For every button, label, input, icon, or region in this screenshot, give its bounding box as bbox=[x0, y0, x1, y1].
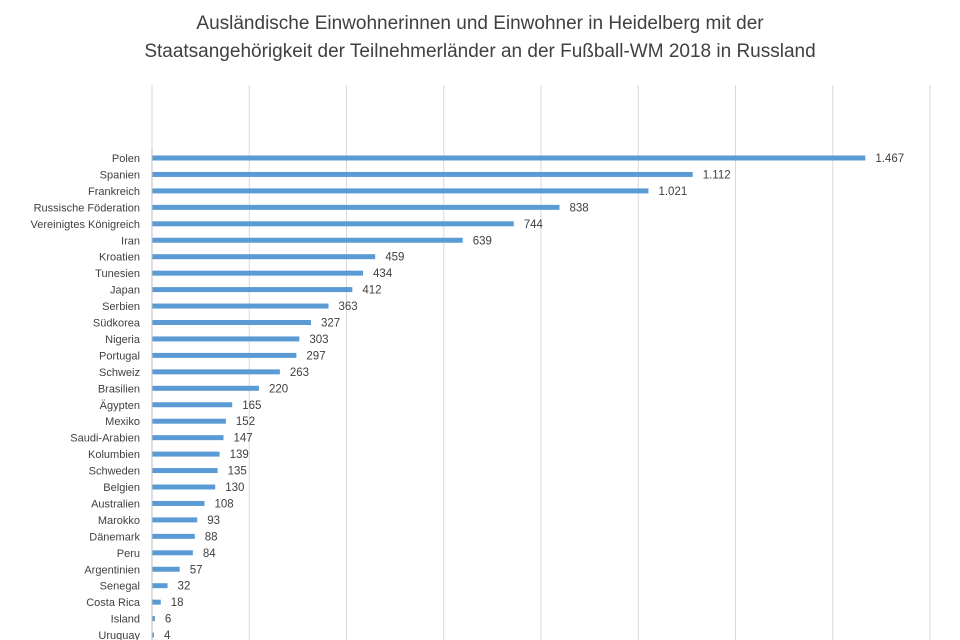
data-label: 84 bbox=[203, 548, 216, 560]
category-label: Polen bbox=[112, 153, 140, 165]
category-label: Mexiko bbox=[105, 416, 140, 428]
category-label: Brasilien bbox=[98, 383, 140, 395]
bar bbox=[152, 583, 168, 589]
bar bbox=[152, 468, 218, 474]
bar bbox=[152, 254, 376, 260]
bar bbox=[152, 155, 866, 161]
data-label: 139 bbox=[230, 449, 249, 461]
data-label: 412 bbox=[362, 285, 381, 297]
bar bbox=[152, 550, 193, 556]
data-label: 639 bbox=[473, 235, 492, 247]
category-label: Peru bbox=[117, 548, 140, 560]
category-label: Australien bbox=[91, 498, 140, 510]
category-label: Südkorea bbox=[93, 318, 141, 330]
category-label: Ägypten bbox=[100, 400, 140, 412]
data-label: 434 bbox=[373, 268, 393, 280]
category-label: Marokko bbox=[98, 515, 140, 527]
data-label: 838 bbox=[569, 202, 588, 214]
data-label: 220 bbox=[269, 383, 288, 395]
category-label: Costa Rica bbox=[86, 597, 141, 609]
category-label: Spanien bbox=[100, 169, 140, 181]
bar bbox=[152, 221, 514, 227]
data-label: 18 bbox=[171, 597, 184, 609]
category-label: Frankreich bbox=[88, 186, 140, 198]
data-label: 135 bbox=[228, 466, 247, 478]
category-label: Belgien bbox=[103, 482, 140, 494]
bar bbox=[152, 336, 300, 342]
data-label: 263 bbox=[290, 367, 309, 379]
category-label: Schweiz bbox=[99, 367, 140, 379]
data-label: 1.467 bbox=[875, 153, 904, 165]
bar bbox=[152, 484, 216, 490]
category-label: Senegal bbox=[100, 581, 140, 593]
category-label: Tunesien bbox=[95, 268, 140, 280]
category-label: Russische Föderation bbox=[34, 202, 140, 214]
bar bbox=[152, 188, 649, 194]
category-label: Uruguay bbox=[98, 630, 140, 640]
data-label: 363 bbox=[339, 301, 358, 313]
bar bbox=[152, 303, 329, 309]
data-label: 88 bbox=[205, 531, 218, 543]
data-label: 744 bbox=[524, 219, 544, 231]
bar bbox=[152, 632, 154, 638]
chart-title-line-2: Staatsangehörigkeit der Teilnehmerländer… bbox=[144, 41, 816, 62]
category-label: Portugal bbox=[99, 350, 140, 362]
bar bbox=[152, 171, 693, 177]
category-label: Saudi-Arabien bbox=[70, 433, 140, 445]
data-label: 6 bbox=[165, 614, 171, 626]
data-label: 130 bbox=[225, 482, 244, 494]
category-label: Schweden bbox=[89, 466, 140, 478]
data-label: 303 bbox=[309, 334, 328, 346]
data-label: 165 bbox=[242, 400, 261, 412]
bar bbox=[152, 566, 180, 572]
bar bbox=[152, 204, 560, 210]
bar bbox=[152, 352, 297, 358]
bar bbox=[152, 435, 224, 441]
category-label: Nigeria bbox=[105, 334, 141, 346]
data-label: 1.112 bbox=[703, 169, 731, 181]
category-label: Island bbox=[111, 614, 140, 626]
data-label: 327 bbox=[321, 318, 340, 330]
data-label: 297 bbox=[306, 350, 325, 362]
bar bbox=[152, 599, 161, 605]
chart-title: Ausländische Einwohnerinnen und Einwohne… bbox=[0, 10, 960, 66]
category-label: Vereinigtes Königreich bbox=[31, 219, 140, 231]
data-label: 93 bbox=[207, 515, 220, 527]
bar bbox=[152, 369, 280, 375]
bar bbox=[152, 500, 205, 506]
bar bbox=[152, 451, 220, 457]
data-label: 152 bbox=[236, 416, 255, 428]
bar bbox=[152, 517, 198, 523]
data-label: 147 bbox=[233, 433, 252, 445]
category-label: Argentinien bbox=[84, 564, 140, 576]
bar bbox=[152, 320, 312, 325]
data-label: 459 bbox=[385, 252, 404, 264]
data-label: 108 bbox=[215, 498, 234, 510]
data-label: 57 bbox=[190, 564, 203, 576]
data-label: 1.021 bbox=[658, 186, 687, 198]
bar bbox=[152, 237, 463, 243]
category-label: Serbien bbox=[102, 301, 140, 313]
category-label: Kolumbien bbox=[88, 449, 140, 461]
bar bbox=[152, 533, 195, 539]
bar bbox=[152, 616, 155, 622]
category-label: Dänemark bbox=[89, 531, 140, 543]
category-label: Kroatien bbox=[99, 252, 140, 264]
bar bbox=[152, 418, 226, 424]
data-label: 32 bbox=[178, 581, 191, 593]
category-label: Japan bbox=[110, 285, 140, 297]
data-label: 4 bbox=[164, 630, 171, 640]
bar bbox=[152, 402, 233, 408]
category-label: Iran bbox=[121, 235, 140, 247]
chart-title-line-1: Ausländische Einwohnerinnen und Einwohne… bbox=[196, 13, 764, 34]
bar bbox=[152, 287, 353, 293]
bar bbox=[152, 385, 259, 391]
bar bbox=[152, 270, 364, 276]
